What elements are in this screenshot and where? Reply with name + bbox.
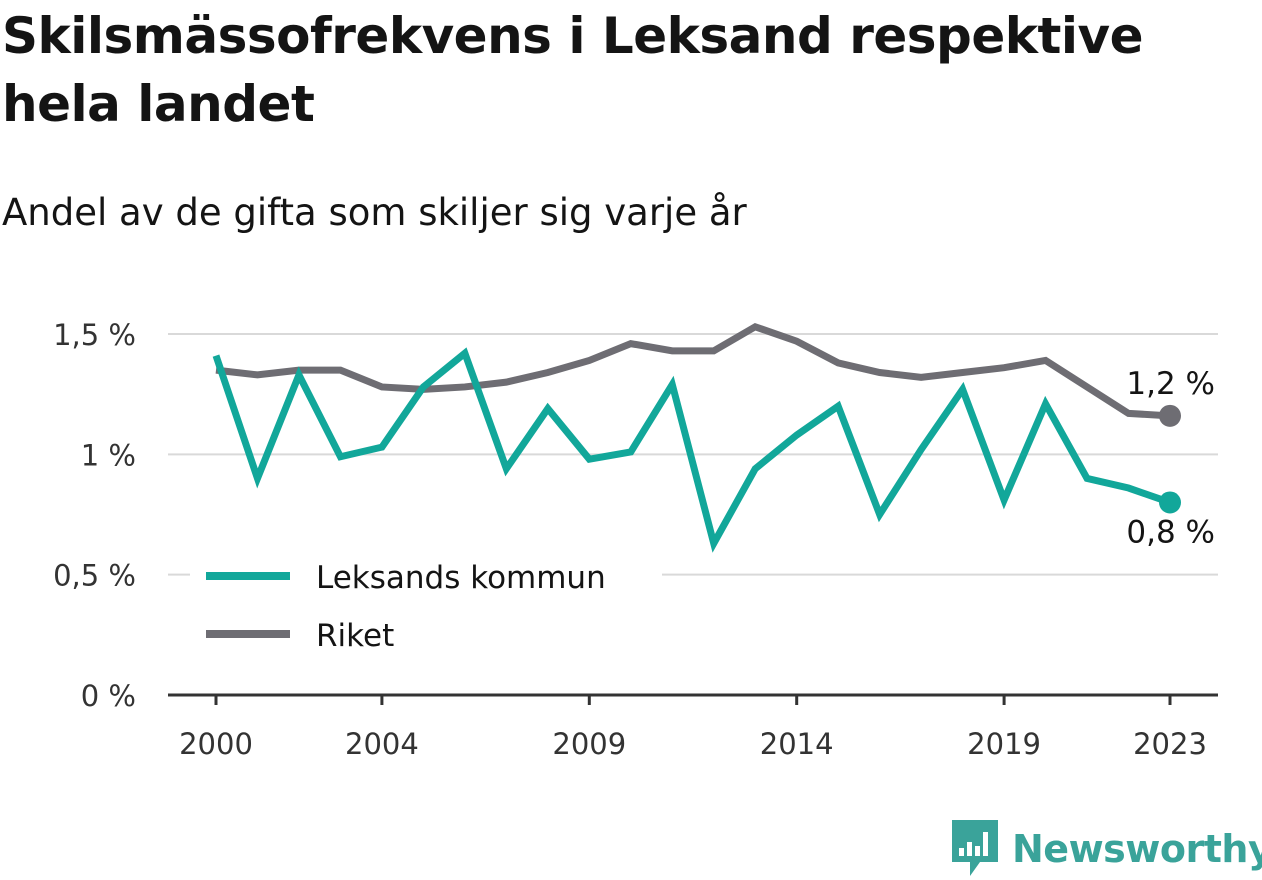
legend: Leksands kommun Riket [206,560,606,654]
x-tick-label: 2004 [345,727,419,761]
x-tick-label: 2014 [760,727,834,761]
y-tick-label: 0,5 % [53,559,136,593]
legend-label-leksand: Leksands kommun [316,560,606,596]
series-line-riket [215,322,1171,420]
newsworthy-logo-icon [952,820,998,876]
x-tick-label: 2009 [552,727,626,761]
end-points: 0,8 % 1,2 % [1126,366,1215,551]
end-point-riket [1159,404,1181,427]
brand-name: Newsworthy [1012,827,1262,871]
end-label-leksand: 0,8 % [1126,514,1215,550]
series-lines [212,322,1172,553]
end-point-leksand [1159,491,1181,514]
y-axis: 0 % 0,5 % 1 % 1,5 % [53,318,136,713]
legend-box [190,545,662,665]
end-label-riket: 1,2 % [1126,366,1215,402]
y-tick-label: 0 % [81,679,136,713]
x-tick-label: 2000 [179,727,253,761]
y-tick-label: 1,5 % [53,318,136,352]
legend-background [190,545,662,665]
x-axis: 2000 2004 2009 2014 2019 2023 [179,695,1207,761]
x-tick-label: 2023 [1133,727,1207,761]
newsworthy-logo: Newsworthy [950,818,1262,880]
chart-title: Skilsmässofrekvens i Leksand respektive … [2,7,1144,133]
legend-label-riket: Riket [316,618,394,654]
series-line-leksand [212,347,1172,553]
chart-subtitle: Andel av de gifta som skiljer sig varje … [2,191,747,234]
y-tick-label: 1 % [81,438,136,472]
x-tick-label: 2019 [967,727,1041,761]
